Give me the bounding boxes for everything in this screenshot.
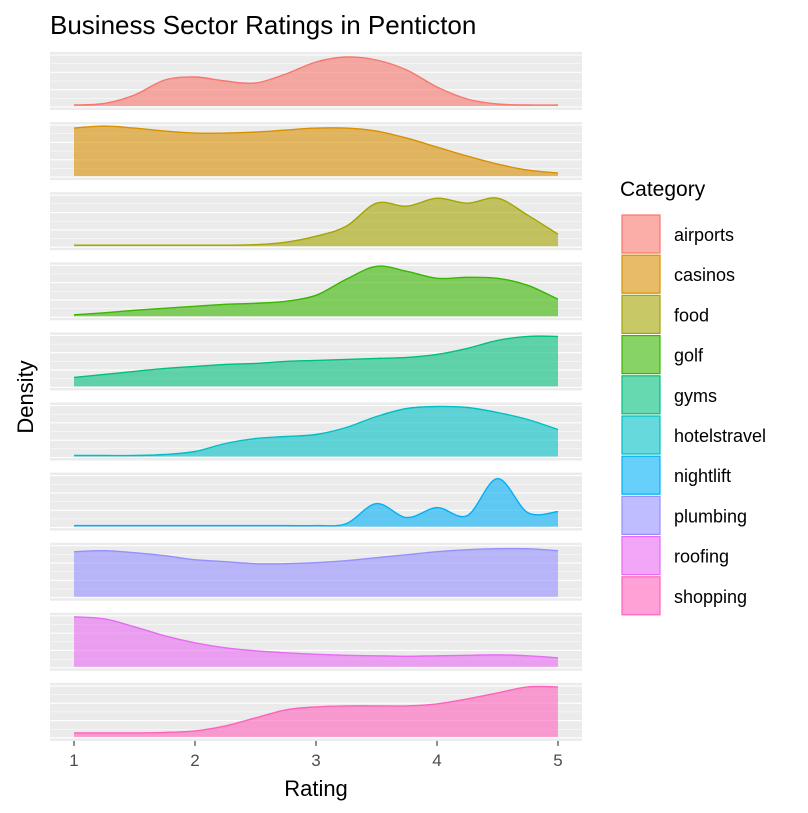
legend-label: roofing <box>674 547 729 567</box>
x-tick-label: 4 <box>432 751 441 770</box>
density-area-airports <box>74 56 558 106</box>
x-axis: 1 2 3 4 5 <box>69 740 563 770</box>
legend-item-roofing: roofing <box>621 535 729 576</box>
legend-swatch <box>621 214 661 254</box>
x-tick-label: 5 <box>553 751 562 770</box>
density-area-food <box>74 197 558 247</box>
legend-label: golf <box>674 346 704 366</box>
density-line-golf <box>73 265 559 316</box>
density-line-nightlift <box>73 477 559 527</box>
legend-swatch <box>621 455 661 495</box>
legend-label: casinos <box>674 265 735 285</box>
legend-swatch <box>621 335 661 375</box>
density-line-hotelstravel <box>73 405 559 457</box>
density-area-plumbing <box>74 548 558 597</box>
legend-label: hotelstravel <box>674 426 766 446</box>
x-tick-label: 1 <box>69 751 78 770</box>
panel-plumbing <box>50 542 582 601</box>
legend-swatch <box>621 495 661 535</box>
panel-hotelstravel <box>50 402 582 461</box>
legend-item-plumbing: plumbing <box>621 495 747 535</box>
legend: Category airports casinos food golf gyms hote… <box>620 178 766 616</box>
panel-nightlift <box>50 472 582 531</box>
legend-item-nightlift: nightlift <box>621 455 731 495</box>
facet-panels <box>50 52 582 741</box>
density-line-plumbing <box>73 547 559 565</box>
legend-label: shopping <box>674 587 747 607</box>
legend-items: airports casinos food golf gyms hotelstravel n… <box>621 214 766 616</box>
legend-item-shopping: shopping <box>621 576 747 616</box>
density-line-airports <box>73 56 559 106</box>
density-area-shopping <box>74 686 558 737</box>
density-area-nightlift <box>74 478 558 527</box>
density-area-roofing <box>74 616 558 667</box>
legend-swatch <box>621 576 661 616</box>
legend-item-gyms: gyms <box>621 375 717 415</box>
legend-item-casinos: casinos <box>621 254 735 294</box>
panel-food <box>50 192 582 251</box>
legend-item-hotelstravel: hotelstravel <box>621 415 766 455</box>
panel-airports <box>50 52 582 110</box>
legend-label: gyms <box>674 386 717 406</box>
density-line-gyms <box>73 335 559 379</box>
x-tick-label: 3 <box>311 751 320 770</box>
panel-golf <box>50 262 582 321</box>
legend-title: Category <box>620 178 706 201</box>
legend-swatch <box>621 415 661 455</box>
legend-label: plumbing <box>674 506 747 526</box>
density-area-hotelstravel <box>74 406 558 457</box>
panel-gyms <box>50 332 582 391</box>
legend-item-airports: airports <box>621 214 734 254</box>
legend-label: food <box>674 305 709 325</box>
panel-shopping <box>50 682 582 741</box>
x-tick-label: 2 <box>190 751 199 770</box>
legend-label: nightlift <box>674 466 731 486</box>
legend-swatch <box>621 254 661 294</box>
legend-swatch <box>621 294 661 334</box>
density-area-gyms <box>74 336 558 387</box>
density-line-food <box>74 197 559 246</box>
legend-label: airports <box>674 225 734 245</box>
legend-item-golf: golf <box>621 335 704 375</box>
legend-swatch <box>621 535 661 576</box>
legend-swatch <box>621 375 661 415</box>
density-area-casinos <box>74 126 558 177</box>
density-line-casinos <box>73 125 559 174</box>
x-axis-label: Rating <box>284 776 348 801</box>
panel-roofing <box>50 612 582 671</box>
legend-item-food: food <box>621 294 709 334</box>
density-line-shopping <box>73 685 559 734</box>
y-axis-label: Density <box>13 360 38 433</box>
panel-casinos <box>50 122 582 181</box>
density-line-roofing <box>73 616 559 659</box>
chart-title: Business Sector Ratings in Penticton <box>50 10 476 40</box>
